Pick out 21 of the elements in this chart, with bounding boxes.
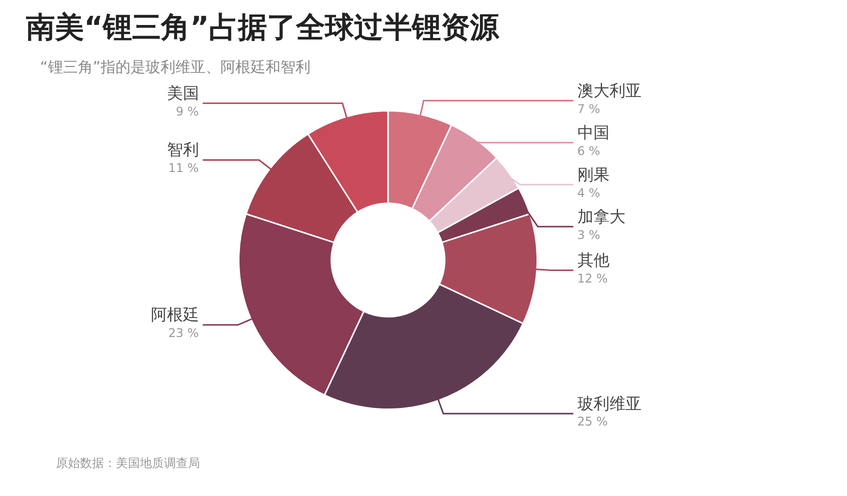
data-label: 4 %: [577, 186, 600, 200]
data-label: 9 %: [176, 104, 199, 118]
data-label: 11 %: [168, 161, 199, 176]
data-label: 12 %: [577, 271, 608, 286]
slice-label: 加拿大: [577, 206, 626, 226]
data-label: 7 %: [577, 102, 600, 116]
chart-subtitle: “锂三角”指的是玻利维亚、阿根廷和智利: [40, 58, 311, 77]
data-label: 25 %: [577, 414, 608, 429]
text: 原始数据：美国地质调查局: [56, 455, 200, 472]
data-label: 23 %: [168, 326, 199, 340]
slice-label: 刚果: [577, 164, 610, 184]
data-label: 3 %: [577, 228, 600, 242]
slice-label: 智利: [166, 140, 199, 160]
slice-label: 玻利维亚: [577, 394, 642, 413]
slice-label: 阿根廷: [150, 304, 199, 324]
slice-label: 中国: [577, 122, 610, 142]
chart-title: 南美“锂三角”占据了全球过半锂资源: [26, 9, 500, 46]
slice-label: 美国: [166, 83, 199, 102]
data-label: 6 %: [577, 144, 600, 158]
slice-label: 其他: [577, 250, 610, 270]
slice-label: 澳大利亚: [577, 80, 642, 100]
